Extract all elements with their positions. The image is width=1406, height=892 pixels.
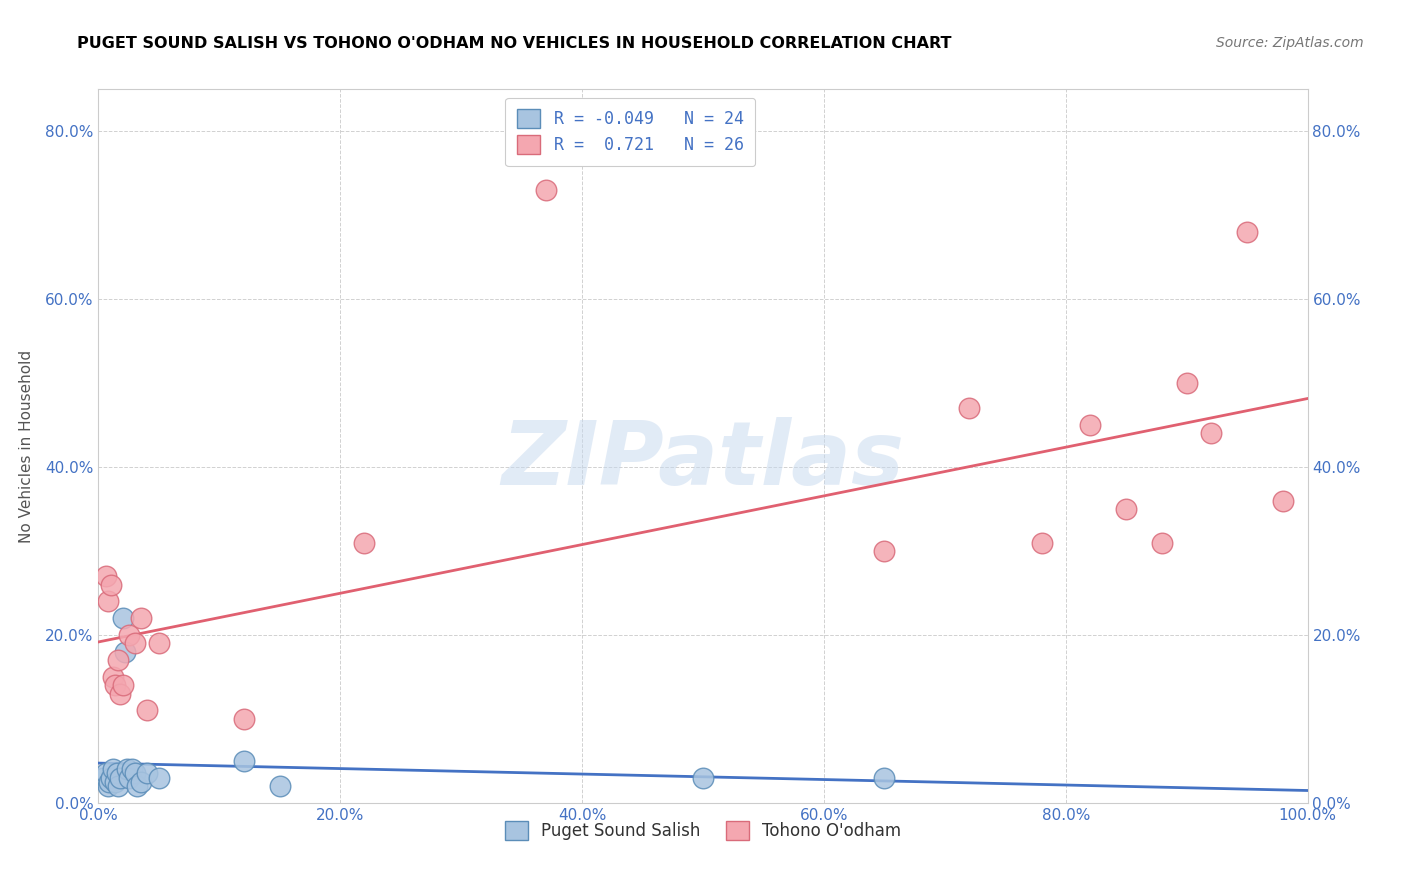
Point: [1152, 535, 1174, 549]
Point: [353, 535, 375, 549]
Point: [1031, 535, 1053, 549]
Point: [129, 774, 152, 789]
Point: [98, 774, 121, 789]
Point: [692, 771, 714, 785]
Point: [118, 628, 141, 642]
Point: [111, 611, 134, 625]
Point: [101, 670, 124, 684]
Point: [1115, 502, 1137, 516]
Point: [534, 183, 557, 197]
Point: [1078, 417, 1101, 432]
Point: [107, 653, 129, 667]
Point: [100, 771, 122, 785]
Point: [91, 771, 114, 785]
Point: [121, 762, 143, 776]
Text: ZIPatlas: ZIPatlas: [502, 417, 904, 504]
Point: [1236, 225, 1258, 239]
Point: [232, 754, 254, 768]
Point: [124, 636, 146, 650]
Point: [127, 779, 149, 793]
Text: Source: ZipAtlas.com: Source: ZipAtlas.com: [1216, 36, 1364, 50]
Point: [148, 771, 170, 785]
Legend: Puget Sound Salish, Tohono O'odham: Puget Sound Salish, Tohono O'odham: [494, 809, 912, 852]
Point: [97, 779, 120, 793]
Point: [232, 712, 254, 726]
Point: [124, 766, 146, 780]
Point: [1272, 493, 1295, 508]
Point: [957, 401, 980, 416]
Point: [94, 766, 117, 780]
Text: PUGET SOUND SALISH VS TOHONO O'ODHAM NO VEHICLES IN HOUSEHOLD CORRELATION CHART: PUGET SOUND SALISH VS TOHONO O'ODHAM NO …: [77, 36, 952, 51]
Point: [111, 678, 134, 692]
Point: [873, 771, 896, 785]
Point: [104, 774, 127, 789]
Point: [114, 645, 136, 659]
Point: [108, 687, 131, 701]
Point: [100, 577, 122, 591]
Point: [94, 569, 117, 583]
Point: [104, 678, 127, 692]
Point: [135, 703, 157, 717]
Point: [97, 594, 120, 608]
Point: [129, 611, 152, 625]
Point: [108, 771, 131, 785]
Point: [1199, 426, 1222, 441]
Point: [1175, 376, 1198, 390]
Y-axis label: No Vehicles in Household: No Vehicles in Household: [18, 350, 34, 542]
Point: [107, 779, 129, 793]
Point: [101, 762, 124, 776]
Point: [873, 544, 896, 558]
Point: [117, 762, 139, 776]
Point: [118, 771, 141, 785]
Point: [105, 766, 128, 780]
Point: [148, 636, 170, 650]
Point: [269, 779, 291, 793]
Point: [135, 766, 157, 780]
